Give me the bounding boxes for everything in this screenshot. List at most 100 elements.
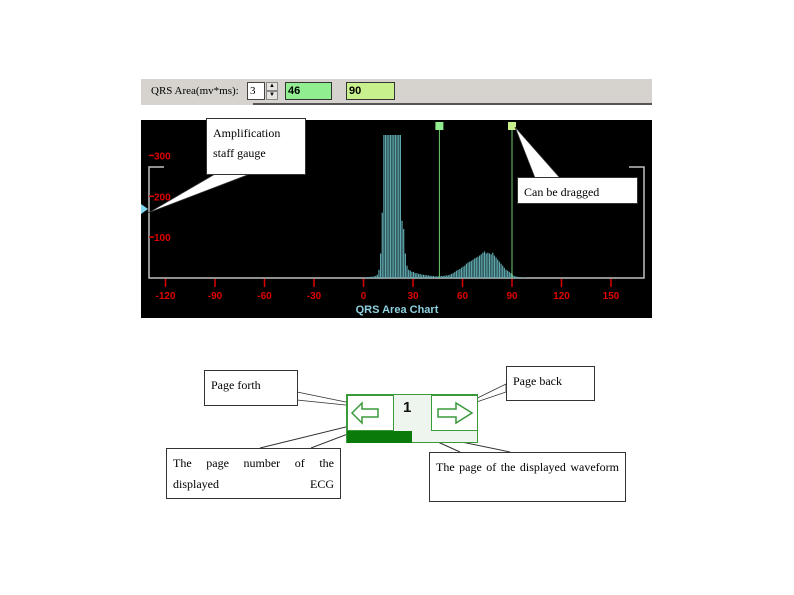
histogram-bar xyxy=(373,276,375,278)
histogram-bar xyxy=(510,273,512,278)
histogram-bar xyxy=(455,270,458,278)
histogram-bar xyxy=(495,257,497,278)
amplification-gauge-handle[interactable] xyxy=(141,204,148,214)
histogram-bar xyxy=(432,275,434,278)
x-tick-label: 30 xyxy=(407,291,419,302)
lower-bound-input[interactable]: 46 xyxy=(285,82,332,100)
histogram-bar xyxy=(441,275,443,278)
histogram-bar xyxy=(459,269,461,278)
histogram-bar xyxy=(474,258,476,278)
qrs-area-label: QRS Area(mv*ms): xyxy=(151,85,239,97)
x-tick-label: 60 xyxy=(457,291,469,302)
histogram-bar xyxy=(460,267,463,278)
page-navigator: 1 xyxy=(346,394,478,443)
histogram-bar xyxy=(375,275,377,278)
x-tick-label: 90 xyxy=(506,291,518,302)
histogram-bar xyxy=(414,273,416,278)
range-marker-handle[interactable] xyxy=(508,122,516,130)
histogram-bar xyxy=(408,269,410,278)
histogram-bar xyxy=(389,135,392,278)
toolbar-divider xyxy=(253,103,652,105)
x-tick-label: -60 xyxy=(257,291,272,302)
histogram-bar xyxy=(449,274,451,278)
chart-svg: -120 -90 -60 -30 0 30 60 90 120 150 100 200 300 QRS … xyxy=(141,122,645,316)
histogram-bar xyxy=(500,263,502,278)
callout-amplification: Amplification staff gauge xyxy=(206,118,306,175)
histogram-bar xyxy=(370,276,372,278)
histogram-bar xyxy=(403,228,405,278)
page-forth-button[interactable] xyxy=(347,395,394,431)
histogram-bar xyxy=(422,274,425,278)
histogram-bar xyxy=(378,269,380,278)
histogram-bar xyxy=(437,276,439,278)
histogram-bar xyxy=(401,220,403,278)
histogram-bar xyxy=(518,277,520,278)
histogram-bar xyxy=(396,135,398,278)
histogram-bar xyxy=(520,277,522,278)
histogram-bar xyxy=(439,276,441,278)
histogram-bar xyxy=(419,273,421,278)
histogram-bar xyxy=(380,253,382,278)
histogram-bar xyxy=(469,261,471,278)
histogram-bar xyxy=(512,274,514,278)
scale-spin-input[interactable]: 3 xyxy=(247,82,265,100)
page-back-button[interactable] xyxy=(431,395,478,431)
histogram-bar xyxy=(446,275,448,278)
x-tick-label: 120 xyxy=(553,291,570,302)
histogram-bar xyxy=(490,254,492,278)
histogram-bar xyxy=(480,254,482,278)
arrow-left-icon xyxy=(350,401,379,425)
histogram-bar xyxy=(436,276,438,278)
spin-down-button[interactable]: ▼ xyxy=(266,91,278,100)
histogram-bar xyxy=(434,276,436,278)
page-progress-bar[interactable] xyxy=(347,431,412,443)
histogram-bar xyxy=(457,269,459,278)
histogram-bar xyxy=(465,263,467,278)
histogram-bar xyxy=(393,135,395,278)
histogram-bar xyxy=(427,275,430,278)
x-tick-label: 0 xyxy=(361,291,367,302)
histogram-bar xyxy=(482,252,484,278)
histogram-bar xyxy=(507,270,509,278)
histogram-bar xyxy=(475,257,477,278)
histogram-bar xyxy=(429,275,431,278)
histogram-bar xyxy=(413,271,415,278)
histogram-bar xyxy=(515,276,517,278)
histogram-bar xyxy=(404,253,406,278)
histogram-bar xyxy=(426,275,428,278)
histogram-bar xyxy=(485,253,487,278)
y-tick-label: 100 xyxy=(154,233,171,244)
histogram-bar xyxy=(394,135,397,278)
histogram-bar xyxy=(450,273,453,278)
histogram-bar xyxy=(493,255,496,278)
histogram-bar xyxy=(479,255,481,278)
histogram-bar xyxy=(477,256,479,278)
histogram-bar xyxy=(388,135,390,278)
histogram-bar xyxy=(487,252,489,278)
histogram-bar xyxy=(503,267,505,278)
chart-title: QRS Area Chart xyxy=(356,304,439,316)
histogram-bar xyxy=(508,271,510,278)
arrow-right-icon xyxy=(437,401,474,425)
histogram-bar xyxy=(424,275,426,278)
histogram-bar xyxy=(516,276,519,278)
histogram-bar xyxy=(462,266,464,278)
x-tick-label: 150 xyxy=(603,291,620,302)
histogram-bar xyxy=(447,275,449,278)
histogram-bar xyxy=(368,277,370,278)
histogram-bar xyxy=(483,251,486,278)
histogram-bar xyxy=(384,135,387,278)
histogram-bar xyxy=(454,271,456,278)
histogram-bar xyxy=(467,262,469,278)
histogram-bar xyxy=(398,135,400,278)
histogram-bar xyxy=(371,276,373,278)
spin-up-button[interactable]: ▲ xyxy=(266,82,278,91)
callout-page-forth: Page forth xyxy=(204,370,298,406)
histogram-bar xyxy=(497,259,499,278)
histogram-bar xyxy=(442,275,444,278)
histogram-bar xyxy=(472,259,474,278)
x-tick-label: -90 xyxy=(208,291,223,302)
range-marker-handle[interactable] xyxy=(435,122,444,130)
upper-bound-input[interactable]: 90 xyxy=(346,82,395,100)
histogram-bar xyxy=(488,253,491,278)
